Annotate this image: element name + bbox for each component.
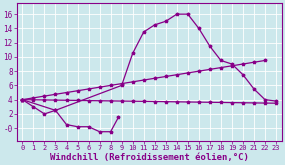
X-axis label: Windchill (Refroidissement éolien,°C): Windchill (Refroidissement éolien,°C) [50,152,249,162]
